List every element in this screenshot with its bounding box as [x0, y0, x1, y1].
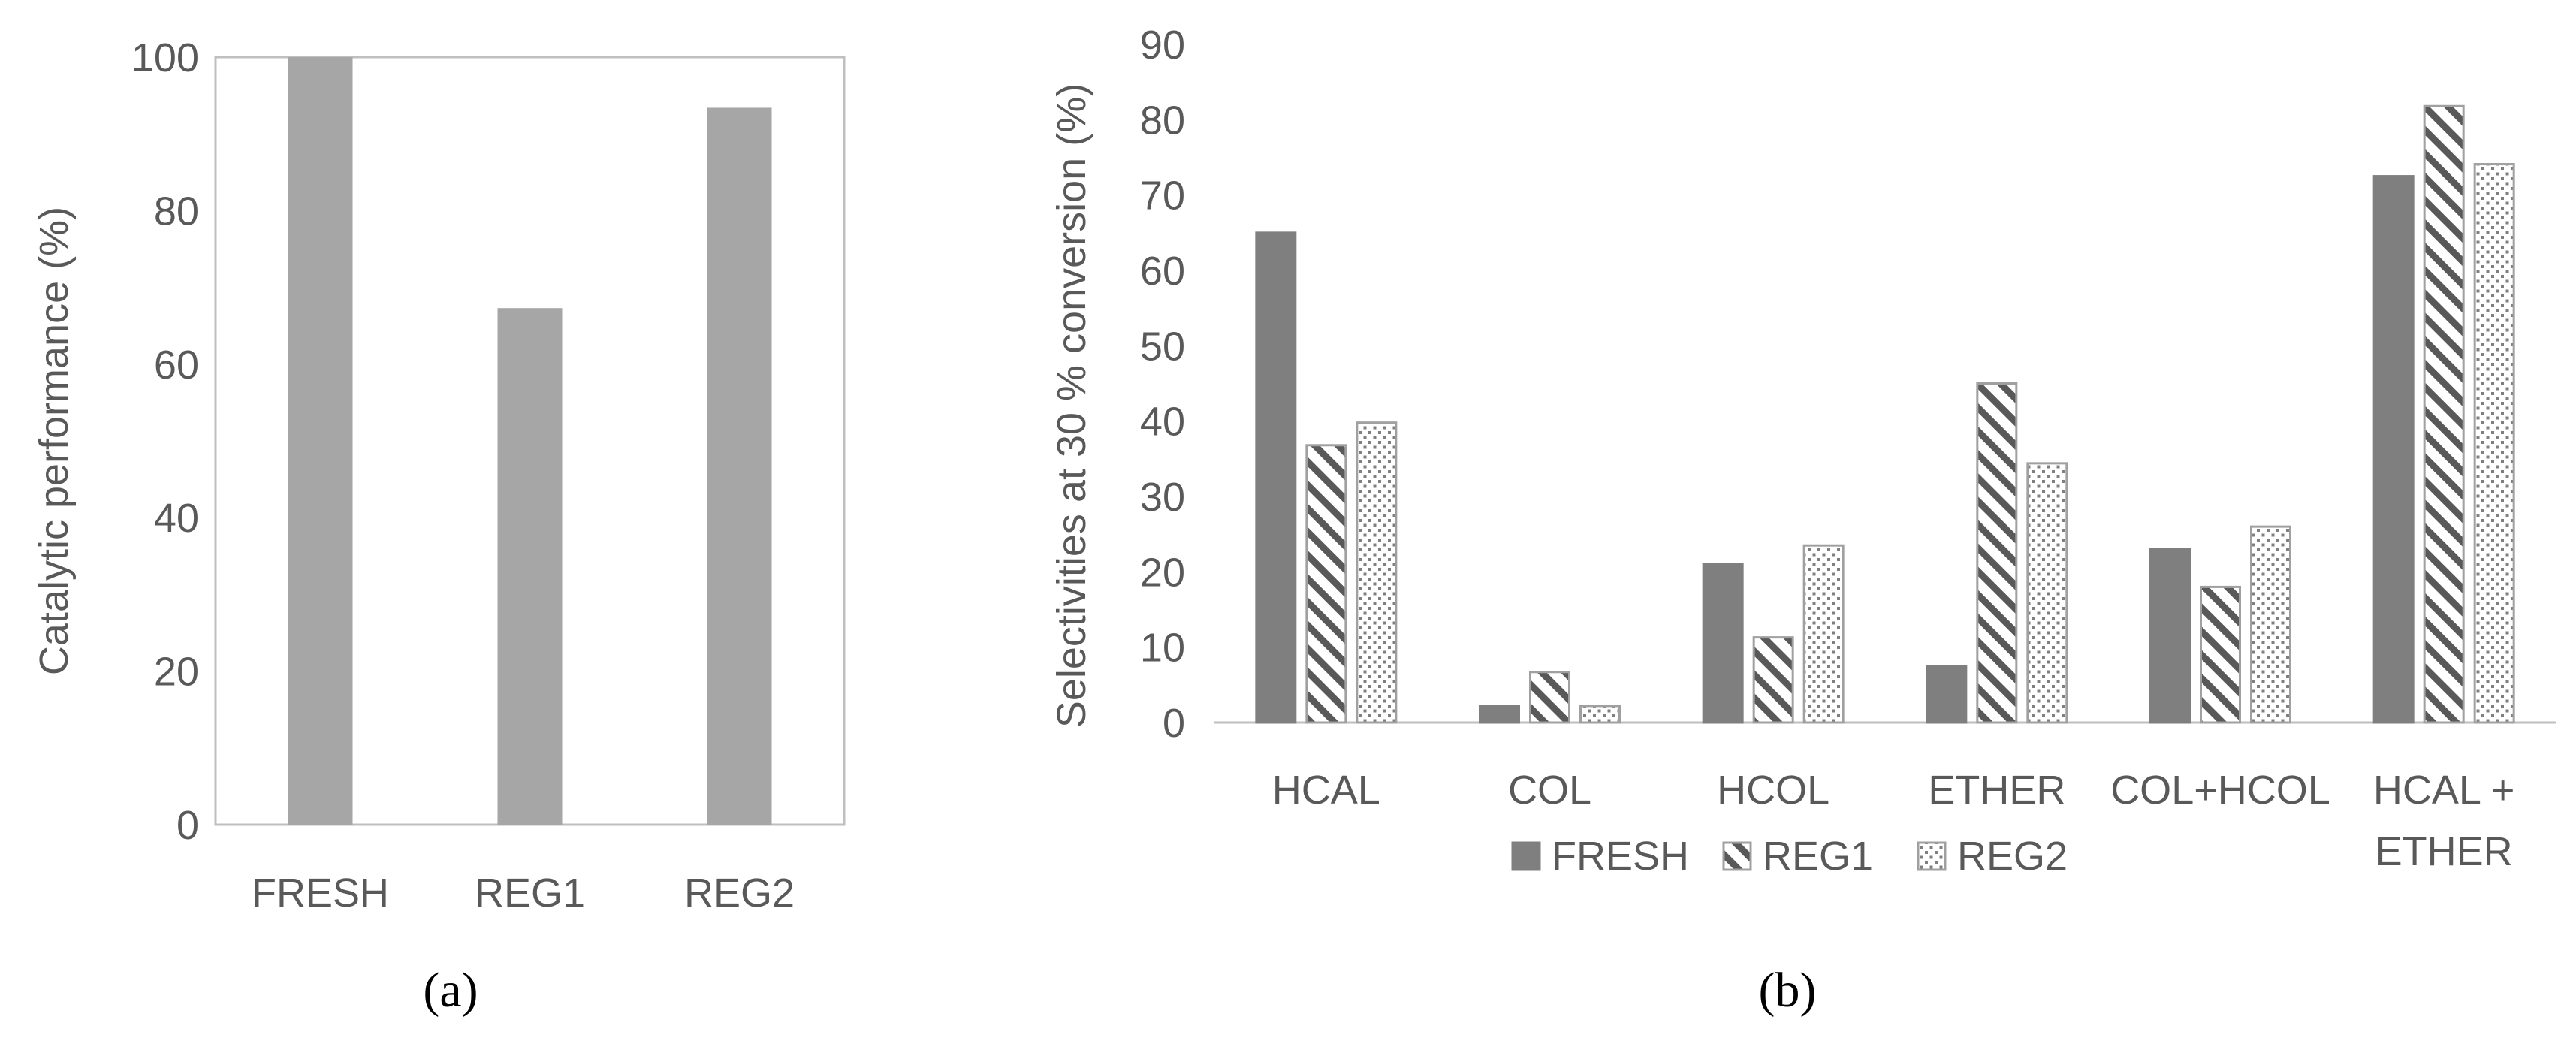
legend-label-reg1: REG1 [1763, 834, 1873, 879]
chart-a-panel-label: (a) [423, 963, 478, 1018]
chart-b-x-tick-label: ETHER [1928, 768, 2065, 813]
chart-b-x-tick-label: COL [1508, 768, 1591, 813]
chart-b-x-tick-labels: HCAL COL HCOL ETHER COL+HCOL HCAL + ETHER [1272, 768, 2515, 874]
chart-b-bars [1255, 104, 2515, 724]
chart-b-y-tick-label: 90 [1140, 23, 1185, 68]
chart-b-y-tick-label: 60 [1140, 249, 1185, 294]
chart-b-bar-fresh [2149, 548, 2191, 724]
chart-a-bar-reg2 [707, 107, 772, 825]
chart-b-y-axis-title: Selectivities at 30 % conversion (%) [1049, 83, 1094, 728]
chart-b-panel-label: (b) [1759, 963, 1817, 1018]
chart-a-x-tick-label: REG2 [684, 870, 795, 916]
chart-b-y-ticks: 0 10 20 30 40 50 60 70 80 90 [1140, 23, 1185, 746]
chart-b-x-tick-label: COL+HCOL [2110, 768, 2330, 813]
chart-b-bar-reg1 [1529, 671, 1570, 724]
chart-b-bar-reg1 [1752, 636, 1794, 724]
chart-b-bar-reg2 [1356, 421, 1398, 724]
chart-b-y-tick-label: 20 [1140, 550, 1185, 595]
chart-b-bar-fresh [2372, 175, 2415, 724]
chart-b-x-tick-label: HCAL + [2373, 768, 2515, 813]
chart-b-bar-reg2 [2250, 525, 2291, 724]
chart-a-x-tick-label: REG1 [475, 870, 585, 916]
chart-a-bars [288, 57, 772, 825]
chart-b-y-tick-label: 50 [1140, 324, 1185, 369]
chart-b-y-tick-label: 10 [1140, 626, 1185, 671]
chart-b-bar-reg2 [2473, 163, 2515, 724]
chart-b-y-tick-label: 40 [1140, 400, 1185, 445]
chart-b-bar-fresh [1702, 563, 1744, 724]
chart-b-bar-fresh [1926, 665, 1968, 724]
chart-b-bar-reg1 [2423, 104, 2465, 724]
chart-a-x-tick-label: FRESH [252, 870, 389, 916]
chart-a: 0 20 40 60 80 100 FRESH REG1 REG2 Catalytic per… [32, 35, 846, 1018]
chart-b-bar-reg2 [1579, 705, 1621, 724]
chart-b-y-tick-label: 0 [1163, 701, 1185, 746]
chart-b-bar-fresh [1255, 231, 1297, 724]
chart-a-x-tick-labels: FRESH REG1 REG2 [252, 870, 795, 916]
chart-b-bar-reg2 [2026, 462, 2068, 724]
chart-b-bar-reg2 [1802, 544, 1845, 724]
legend-swatch-reg2 [1917, 841, 1947, 871]
chart-b-bar-fresh [1479, 705, 1520, 724]
chart-b-y-tick-label: 80 [1140, 98, 1185, 143]
chart-a-bar-reg1 [497, 308, 563, 825]
chart-b-y-tick-label: 70 [1140, 173, 1185, 219]
legend-swatch-fresh [1511, 841, 1541, 871]
chart-b-bar-reg1 [1305, 444, 1347, 724]
chart-b-y-tick-label: 30 [1140, 475, 1185, 520]
chart-a-y-tick-label: 20 [154, 650, 199, 695]
chart-a-y-tick-label: 0 [176, 803, 199, 848]
legend-label-reg2: REG2 [1957, 834, 2068, 879]
chart-a-bar-fresh [288, 57, 353, 825]
legend-label-fresh: FRESH [1552, 834, 1689, 879]
chart-a-y-tick-label: 80 [154, 189, 199, 234]
chart-b-x-tick-label: HCOL [1717, 768, 1829, 813]
chart-a-y-tick-label: 100 [131, 35, 199, 80]
chart-a-y-tick-label: 40 [154, 496, 199, 541]
chart-b-bar-reg1 [1976, 382, 2018, 724]
chart-b-x-tick-label: HCAL [1272, 768, 1380, 813]
chart-b-bar-reg1 [2200, 585, 2241, 724]
chart-a-y-ticks: 0 20 40 60 80 100 [131, 35, 199, 848]
chart-b-legend: FRESH REG1 REG2 [1511, 834, 2068, 879]
legend-swatch-reg1 [1722, 841, 1752, 871]
chart-a-y-tick-label: 60 [154, 342, 199, 388]
chart-b: 0 10 20 30 40 50 60 70 80 90 HCAL COL HCOL ETHER COL+… [1049, 23, 2556, 1018]
chart-b-x-tick-label: ETHER [2375, 829, 2513, 874]
chart-a-y-axis-title: Catalytic performance (%) [32, 207, 77, 675]
